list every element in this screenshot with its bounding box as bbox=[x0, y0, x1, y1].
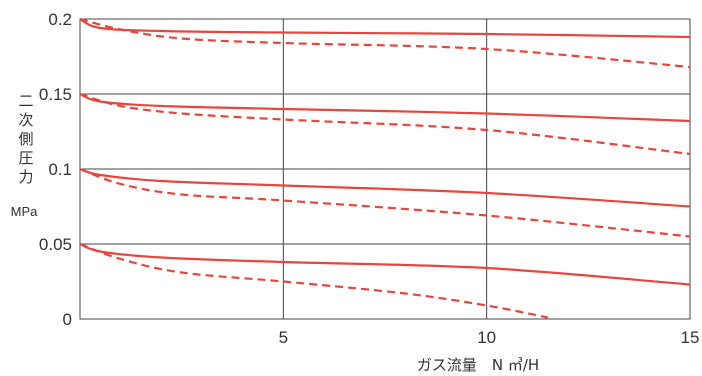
x-tick-label: 15 bbox=[681, 328, 700, 347]
series-line-7-solid bbox=[79, 242, 691, 286]
y-axis-label-char: 側 bbox=[18, 130, 33, 148]
x-axis-label: ガス流量 N ㎥/H bbox=[417, 356, 539, 374]
series-group bbox=[79, 17, 691, 319]
y-tick-label: 0 bbox=[63, 310, 72, 329]
series-line-8-dashed bbox=[79, 242, 548, 319]
y-tick-label: 0.05 bbox=[39, 235, 72, 254]
y-axis-label-char: 圧 bbox=[18, 149, 33, 167]
y-axis-label-char: 次 bbox=[18, 111, 33, 129]
grid bbox=[79, 18, 691, 320]
y-tick-label: 0.15 bbox=[39, 85, 72, 104]
series-line-5-solid bbox=[79, 167, 691, 208]
tick-labels: 0 0.05 0.1 0.15 0.2 5 10 15 bbox=[39, 10, 700, 347]
x-tick-label: 10 bbox=[477, 328, 496, 347]
series-line-4-dashed bbox=[79, 92, 691, 156]
y-axis-unit: MPa bbox=[11, 204, 39, 219]
y-axis-label: 二 次 側 圧 力 bbox=[18, 92, 33, 186]
x-tick-label: 5 bbox=[279, 328, 288, 347]
series-line-3-solid bbox=[79, 92, 691, 123]
y-tick-label: 0.2 bbox=[48, 10, 72, 29]
series-line-2-dashed bbox=[79, 17, 691, 69]
y-axis-label-char: 二 bbox=[18, 92, 33, 110]
series-line-6-dashed bbox=[79, 167, 691, 238]
series-line-1-solid bbox=[79, 17, 691, 39]
y-tick-label: 0.1 bbox=[48, 160, 72, 179]
y-axis-label-char: 力 bbox=[18, 168, 33, 186]
